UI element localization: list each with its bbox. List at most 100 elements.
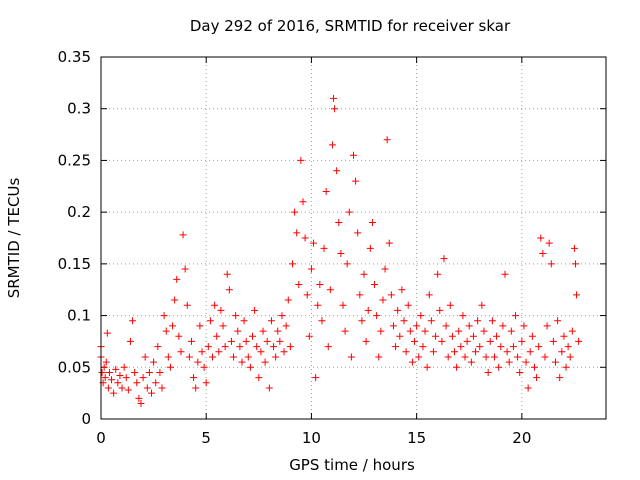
data-point — [509, 343, 517, 351]
data-point — [368, 218, 376, 226]
data-point — [562, 363, 570, 371]
data-point — [307, 265, 315, 273]
data-point — [255, 374, 263, 382]
data-point — [478, 301, 486, 309]
data-point — [343, 260, 351, 268]
data-point — [554, 317, 562, 325]
data-point — [297, 156, 305, 164]
data-point — [516, 368, 524, 376]
data-point — [448, 332, 456, 340]
data-point — [530, 363, 538, 371]
data-point — [427, 317, 435, 325]
data-point — [526, 348, 534, 356]
data-point — [312, 374, 320, 382]
data-point — [278, 312, 286, 320]
data-point — [394, 306, 402, 314]
data-point — [238, 358, 246, 366]
data-point — [467, 358, 475, 366]
data-point — [442, 322, 450, 330]
data-point — [549, 337, 557, 345]
data-point — [362, 337, 370, 345]
data-point — [432, 332, 440, 340]
data-point — [451, 348, 458, 356]
data-point — [116, 372, 124, 380]
data-point — [217, 306, 225, 314]
data-point — [383, 136, 391, 144]
data-point — [474, 317, 482, 325]
data-point — [573, 291, 581, 299]
data-point — [385, 239, 393, 247]
data-point — [122, 374, 130, 382]
data-point — [190, 374, 198, 382]
data-point — [398, 286, 406, 294]
data-point — [520, 322, 528, 330]
data-point — [206, 317, 214, 325]
data-point — [558, 348, 566, 356]
data-point — [404, 301, 412, 309]
data-point — [301, 234, 309, 242]
data-point — [400, 317, 408, 325]
data-point — [202, 379, 210, 387]
data-point — [392, 343, 400, 351]
data-point — [356, 291, 364, 299]
data-point — [187, 337, 195, 345]
data-point — [476, 343, 484, 351]
data-point — [541, 353, 549, 361]
data-point — [246, 363, 254, 371]
y-tick-label: 0.3 — [67, 100, 91, 118]
data-point — [234, 327, 242, 335]
data-point — [118, 384, 126, 392]
data-point — [98, 368, 106, 376]
data-point — [575, 337, 583, 345]
data-point — [350, 151, 357, 159]
data-point — [440, 255, 448, 263]
data-point — [457, 343, 465, 351]
data-point — [413, 322, 421, 330]
y-tick-label: 0.35 — [58, 48, 91, 66]
data-point — [320, 244, 328, 252]
data-point — [512, 312, 520, 320]
data-point — [177, 348, 185, 356]
data-point — [408, 358, 416, 366]
data-point — [381, 265, 389, 273]
data-point — [488, 317, 496, 325]
data-point — [145, 368, 153, 376]
data-point — [564, 343, 572, 351]
data-point — [415, 353, 423, 361]
data-point — [164, 353, 172, 361]
data-point — [135, 394, 143, 402]
data-point — [436, 306, 444, 314]
data-point — [358, 317, 366, 325]
data-point — [120, 363, 128, 371]
data-point — [501, 270, 509, 278]
data-point — [267, 317, 275, 325]
data-point — [341, 327, 349, 335]
data-point — [495, 363, 503, 371]
data-point — [171, 296, 179, 304]
data-point — [507, 327, 515, 335]
data-point — [387, 291, 395, 299]
data-point — [421, 327, 429, 335]
data-point — [211, 301, 219, 309]
data-point — [444, 353, 452, 361]
data-point — [209, 353, 217, 361]
data-point — [371, 281, 379, 289]
data-point — [280, 348, 288, 356]
x-tick-label: 0 — [96, 429, 106, 447]
data-point — [169, 322, 177, 330]
data-point — [330, 94, 338, 102]
data-point — [137, 399, 145, 407]
data-point — [560, 332, 568, 340]
x-axis-label: GPS time / hours — [289, 456, 415, 474]
data-point — [103, 329, 111, 337]
data-point — [240, 317, 248, 325]
data-point — [276, 337, 284, 345]
data-point — [284, 296, 292, 304]
data-point — [102, 358, 110, 366]
data-point — [406, 327, 414, 335]
data-point — [537, 234, 545, 242]
data-point — [434, 270, 442, 278]
data-point — [179, 231, 187, 239]
data-point — [110, 389, 118, 397]
data-point — [295, 281, 303, 289]
